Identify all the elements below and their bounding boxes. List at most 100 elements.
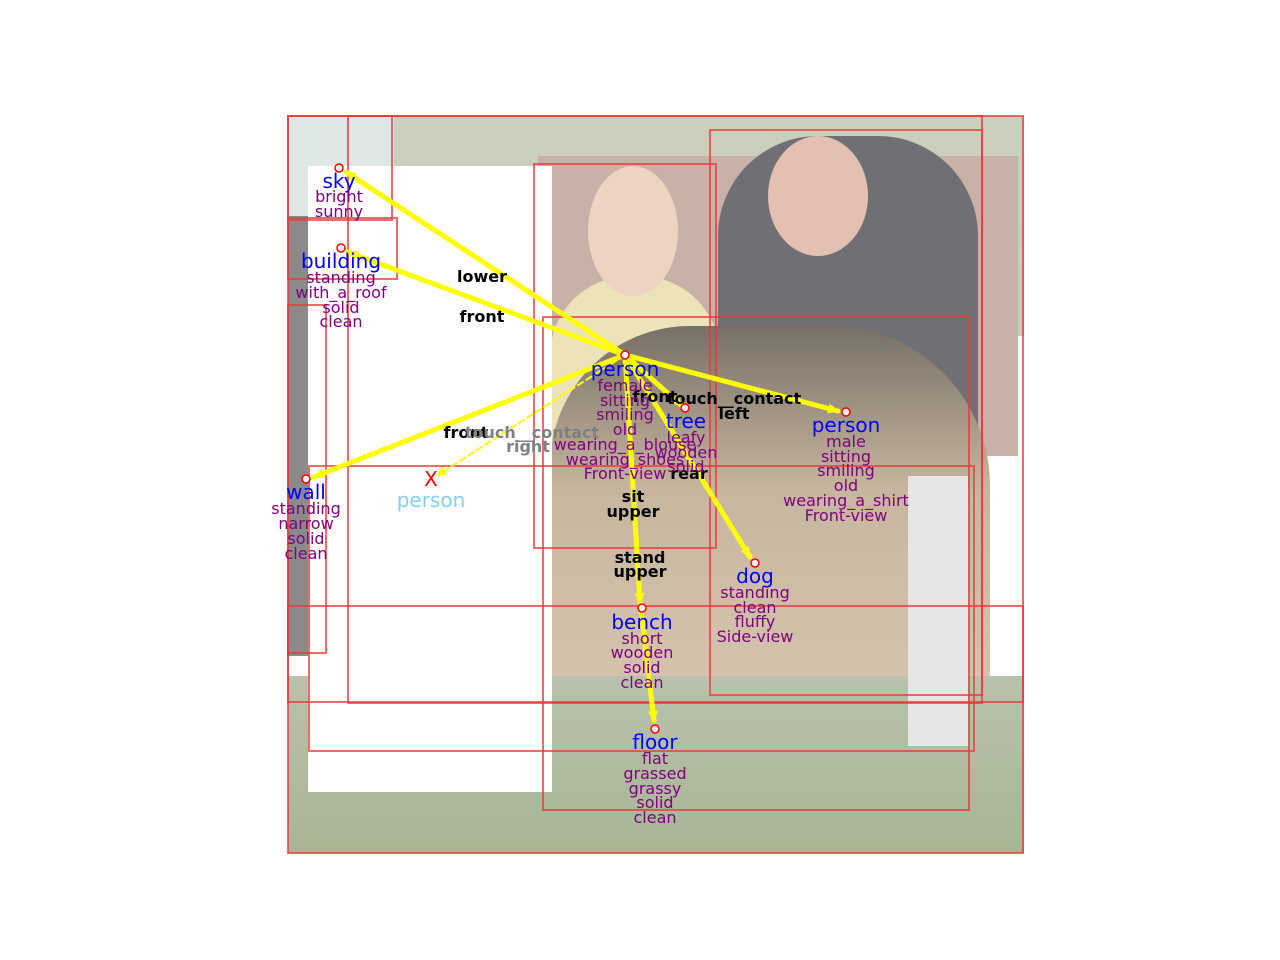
node-name-floor: floor — [632, 730, 678, 754]
node-name-wall: wall — [286, 480, 326, 504]
node-name-tree: tree — [666, 409, 706, 433]
bbox-dog — [542, 316, 970, 811]
node-attr: wearing_a_blouse — [554, 435, 697, 455]
missing-mark-icon: X — [424, 467, 438, 491]
node-building: building standing with_a_roof solid clea… — [295, 249, 387, 331]
node-attr: Side-view — [717, 627, 794, 646]
node-attr: flat — [642, 749, 668, 768]
arrow-person-bench — [622, 352, 645, 606]
edge-label-sit: sit — [622, 487, 645, 506]
node-name-person-missing: person — [397, 488, 466, 512]
node-person-missing: X person — [397, 467, 466, 512]
edge-label-right: right — [506, 437, 550, 456]
node-attr: solid — [636, 793, 673, 812]
arrow-bench-floor — [638, 605, 658, 724]
anchor-floor — [650, 724, 660, 734]
node-attr: female — [597, 376, 652, 395]
node-wall: wall standing narrow solid clean — [271, 480, 340, 563]
node-attr: old — [613, 420, 637, 439]
edge-label-upper-stand: upper — [613, 562, 666, 581]
node-attr: clean — [319, 312, 362, 331]
node-attr: Front-view — [805, 506, 888, 525]
node-name-bench: bench — [611, 610, 672, 634]
node-attr: grassy — [629, 779, 682, 798]
node-attr: sitting — [600, 391, 650, 410]
bounding-boxes — [287, 115, 1024, 854]
node-attr: clean — [633, 808, 676, 827]
node-attr: bright — [315, 187, 363, 206]
node-attr: leafy — [667, 428, 706, 447]
anchor-building — [336, 243, 346, 253]
arrow-person-sky — [343, 169, 628, 358]
anchor-dog — [750, 558, 760, 568]
node-attr: solid — [667, 457, 704, 476]
node-name-building: building — [301, 249, 381, 273]
node-attr: clean — [620, 673, 663, 692]
arrow-person-tree — [622, 352, 685, 409]
node-sky: sky bright sunny — [315, 169, 363, 221]
node-attr: old — [834, 476, 858, 495]
node-attr: short — [621, 629, 662, 648]
node-name-dog: dog — [736, 564, 774, 588]
node-labels: sky bright sunny building standing with_… — [271, 169, 909, 827]
node-attr: standing — [306, 268, 375, 287]
node-name-person-man: person — [812, 413, 881, 437]
node-attr: grassed — [623, 764, 686, 783]
node-attr: male — [826, 432, 866, 451]
node-attr: solid — [623, 658, 660, 677]
edge-label-front-building: front — [460, 307, 505, 326]
edge-label-upper-sit: upper — [606, 502, 659, 521]
node-attr: Front-view — [584, 464, 667, 483]
relation-arrows — [311, 169, 841, 724]
arrow-person-building — [345, 249, 628, 358]
edge-label-front-wall: front — [444, 423, 489, 442]
edge-label-rear: rear — [670, 464, 708, 483]
edge-label-lower: lower — [457, 267, 507, 286]
node-attr: solid — [322, 298, 359, 317]
node-attr: wearing_shoes — [566, 450, 685, 470]
arrow-person-missing-person — [436, 354, 626, 477]
arrow-person-dog — [622, 352, 753, 560]
node-bench: bench short wooden solid clean — [611, 610, 674, 692]
node-attr: with_a_roof — [295, 283, 387, 303]
node-attr: solid — [287, 529, 324, 548]
edge-label-stand: stand — [615, 548, 666, 567]
bbox-person-man — [709, 129, 983, 696]
node-name-person-woman: person — [591, 357, 660, 381]
node-attr: fluffy — [735, 612, 776, 631]
arrow-person-wall — [311, 352, 628, 480]
anchor-bench — [637, 603, 647, 613]
bbox-missing-person — [308, 465, 975, 752]
node-attr: wooden — [655, 443, 718, 462]
node-attr: sitting — [821, 447, 871, 466]
arrow-person-man — [622, 352, 841, 414]
edge-label-touch-contact-faint: touch__contact — [465, 423, 600, 442]
node-attr: sunny — [315, 202, 363, 221]
bbox-floor — [287, 115, 1024, 854]
woman-face — [588, 166, 678, 296]
node-tree: tree leafy wooden solid — [655, 409, 718, 476]
anchor-person-woman — [620, 350, 630, 360]
edge-labels: lower front front touch__contact right t… — [444, 267, 802, 581]
node-attr: clean — [733, 598, 776, 617]
node-attr: clean — [284, 544, 327, 563]
bbox-person-woman — [533, 163, 717, 549]
node-attr: smiling — [596, 405, 654, 424]
node-name-sky: sky — [322, 169, 355, 193]
edge-label-left: left — [719, 404, 750, 423]
node-attr: standing — [271, 499, 340, 518]
anchor-person-man — [841, 407, 851, 417]
anchor-sky — [334, 163, 344, 173]
anchor-wall — [301, 474, 311, 484]
man-face — [768, 136, 868, 256]
node-attr: standing — [720, 583, 789, 602]
edge-label-front-tree: front — [633, 387, 678, 406]
node-attr: narrow — [278, 514, 333, 533]
node-anchors — [301, 163, 851, 734]
node-person-woman: person female sitting smiling old wearin… — [554, 357, 697, 483]
node-floor: floor flat grassed grassy solid clean — [623, 730, 686, 827]
node-attr: wearing_a_shirt — [783, 491, 909, 511]
edge-label-touch-contact: touch__contact — [667, 389, 802, 408]
